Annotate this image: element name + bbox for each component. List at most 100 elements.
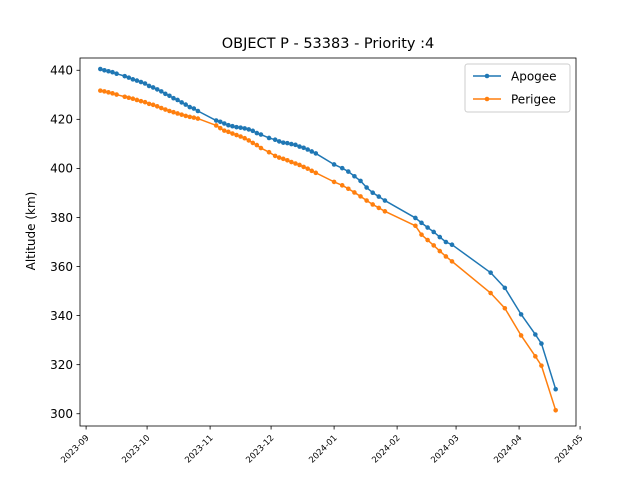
data-point-perigee <box>138 98 144 104</box>
data-point-apogee <box>114 71 119 76</box>
data-point-perigee <box>346 186 351 192</box>
y-tick-label: 380 <box>50 211 73 225</box>
data-point-apogee <box>246 127 252 132</box>
data-point-perigee <box>419 232 424 237</box>
data-point-perigee <box>126 95 132 101</box>
data-point-perigee <box>150 102 156 108</box>
legend-marker-apogee <box>484 73 490 79</box>
data-point-perigee <box>106 90 111 95</box>
data-point-apogee <box>254 130 260 136</box>
data-point-apogee <box>102 67 107 73</box>
y-tick-label: 340 <box>50 309 73 323</box>
data-point-perigee <box>266 149 272 155</box>
data-point-perigee <box>213 123 219 128</box>
data-point-apogee <box>346 169 351 174</box>
data-point-apogee <box>443 239 449 245</box>
data-point-apogee <box>331 162 337 167</box>
data-point-perigee <box>297 162 302 168</box>
data-point-perigee <box>339 183 345 188</box>
legend-label-perigee: Perigee <box>511 92 556 106</box>
data-point-apogee <box>449 242 455 247</box>
data-point-perigee <box>258 145 264 151</box>
data-point-apogee <box>213 118 219 123</box>
data-point-perigee <box>254 142 260 148</box>
y-tick-label: 420 <box>50 113 73 127</box>
data-point-apogee <box>305 147 310 152</box>
data-point-apogee <box>309 149 315 154</box>
data-point-perigee <box>217 125 223 131</box>
data-point-perigee <box>195 116 201 121</box>
data-point-apogee <box>134 78 140 83</box>
data-point-apogee <box>242 126 247 131</box>
data-point-apogee <box>195 108 201 114</box>
data-point-perigee <box>187 114 193 120</box>
data-point-perigee <box>159 105 164 111</box>
data-point-perigee <box>301 164 306 170</box>
data-point-apogee <box>163 91 168 97</box>
data-point-perigee <box>352 190 357 195</box>
legend: Apogee Perigee <box>464 63 571 113</box>
data-point-perigee <box>179 112 184 117</box>
y-axis-label: Altitude (km) <box>24 192 38 271</box>
data-point-perigee <box>413 223 418 229</box>
data-point-apogee <box>413 215 418 221</box>
data-point-perigee <box>293 161 298 166</box>
data-point-apogee <box>293 142 298 148</box>
data-point-apogee <box>280 140 286 145</box>
y-tick-label: 400 <box>50 162 73 176</box>
data-point-apogee <box>289 141 294 147</box>
data-point-perigee <box>167 108 172 114</box>
data-point-perigee <box>191 115 197 120</box>
data-point-apogee <box>518 312 524 317</box>
data-point-apogee <box>183 102 188 107</box>
data-point-perigee <box>309 168 315 174</box>
data-point-apogee <box>187 104 193 110</box>
data-point-perigee <box>449 259 455 264</box>
data-point-apogee <box>276 139 282 144</box>
data-point-perigee <box>305 166 310 171</box>
data-point-apogee <box>142 81 148 86</box>
data-point-perigee <box>488 290 493 296</box>
legend-marker-perigee <box>484 96 490 102</box>
data-point-apogee <box>217 119 223 125</box>
data-point-apogee <box>533 332 538 337</box>
data-point-apogee <box>382 198 388 203</box>
data-point-perigee <box>102 89 107 94</box>
data-point-perigee <box>142 99 148 105</box>
data-point-apogee <box>159 89 164 94</box>
data-point-apogee <box>358 178 363 184</box>
data-point-perigee <box>98 88 103 93</box>
data-point-perigee <box>431 243 437 248</box>
data-point-apogee <box>122 73 128 79</box>
data-point-apogee <box>553 386 558 392</box>
data-point-apogee <box>106 68 111 74</box>
data-point-perigee <box>183 113 188 119</box>
data-point-perigee <box>276 155 282 160</box>
data-point-apogee <box>502 285 508 291</box>
data-point-apogee <box>258 132 264 137</box>
data-point-apogee <box>179 100 184 105</box>
data-point-apogee <box>352 173 357 179</box>
data-point-apogee <box>313 151 319 156</box>
data-point-perigee <box>234 132 239 138</box>
data-point-perigee <box>553 408 558 413</box>
chart-title: OBJECT P - 53383 - Priority :4 <box>222 36 435 52</box>
data-point-perigee <box>226 129 231 135</box>
data-point-perigee <box>518 333 524 338</box>
data-point-apogee <box>222 121 227 126</box>
data-point-perigee <box>370 202 376 207</box>
data-point-apogee <box>297 144 302 149</box>
data-point-apogee <box>419 220 424 226</box>
data-point-apogee <box>272 137 278 142</box>
data-point-perigee <box>313 170 319 176</box>
y-tick-label: 300 <box>50 407 73 421</box>
data-point-apogee <box>154 87 160 92</box>
data-point-perigee <box>163 107 168 112</box>
data-point-perigee <box>250 140 256 146</box>
data-point-perigee <box>246 138 252 143</box>
data-point-apogee <box>301 145 306 151</box>
legend-label-apogee: Apogee <box>511 69 557 83</box>
data-point-perigee <box>238 134 243 139</box>
y-tick-label: 320 <box>50 358 73 372</box>
